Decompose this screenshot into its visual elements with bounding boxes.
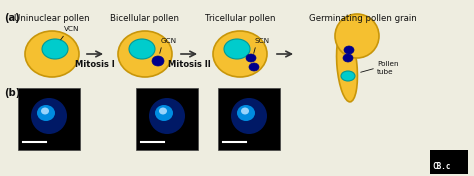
Ellipse shape xyxy=(237,105,255,121)
Ellipse shape xyxy=(249,63,259,71)
Text: Mitosis II: Mitosis II xyxy=(168,60,210,69)
Text: Bicellular pollen: Bicellular pollen xyxy=(110,14,180,23)
Ellipse shape xyxy=(25,31,79,77)
Text: (a): (a) xyxy=(4,13,20,23)
Bar xyxy=(18,88,80,150)
Ellipse shape xyxy=(337,30,357,102)
Bar xyxy=(218,88,280,150)
Ellipse shape xyxy=(241,108,249,115)
Text: GCN: GCN xyxy=(161,38,177,44)
Ellipse shape xyxy=(42,39,68,59)
Text: SCN: SCN xyxy=(255,38,270,44)
Bar xyxy=(136,88,198,150)
Ellipse shape xyxy=(37,105,55,121)
Ellipse shape xyxy=(159,108,167,115)
Ellipse shape xyxy=(31,98,67,134)
Text: Germinating pollen grain: Germinating pollen grain xyxy=(309,14,417,23)
Text: (b): (b) xyxy=(4,88,20,98)
Ellipse shape xyxy=(343,54,353,62)
Ellipse shape xyxy=(344,46,354,54)
Ellipse shape xyxy=(118,31,172,77)
Ellipse shape xyxy=(149,98,185,134)
Text: Tricellular pollen: Tricellular pollen xyxy=(205,14,275,23)
Text: VCN: VCN xyxy=(64,26,80,32)
Ellipse shape xyxy=(231,98,267,134)
Circle shape xyxy=(335,14,379,58)
Bar xyxy=(430,150,468,174)
Text: Uninuclear pollen: Uninuclear pollen xyxy=(14,14,90,23)
Ellipse shape xyxy=(246,54,256,62)
Ellipse shape xyxy=(129,39,155,59)
Ellipse shape xyxy=(224,39,250,59)
Text: Mitosis I: Mitosis I xyxy=(75,60,115,69)
Text: CB.c: CB.c xyxy=(432,162,450,171)
Ellipse shape xyxy=(341,71,355,81)
Ellipse shape xyxy=(155,105,173,121)
Ellipse shape xyxy=(41,108,49,115)
Ellipse shape xyxy=(213,31,267,77)
Ellipse shape xyxy=(152,56,164,66)
Text: Pollen
tube: Pollen tube xyxy=(377,61,399,75)
